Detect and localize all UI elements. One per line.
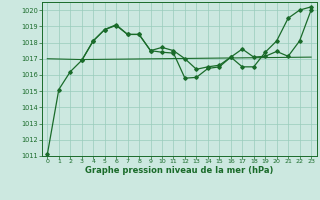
X-axis label: Graphe pression niveau de la mer (hPa): Graphe pression niveau de la mer (hPa) xyxy=(85,166,273,175)
